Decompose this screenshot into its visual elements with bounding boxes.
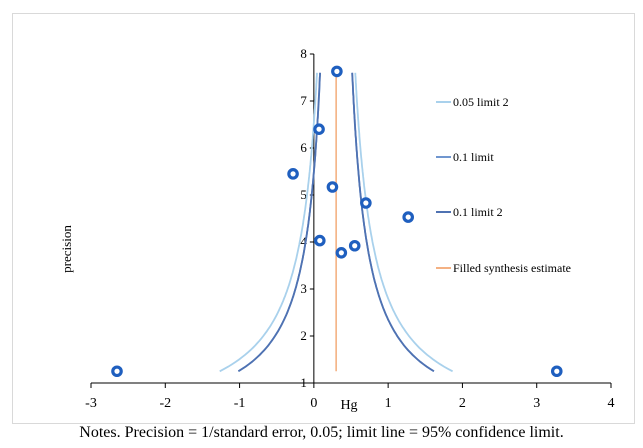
y-tick-label: 6 — [300, 140, 307, 155]
y-ticks: 1 2 3 4 5 6 7 8 — [300, 46, 314, 390]
limit-curve-left — [237, 72, 321, 373]
x-tick-label: 0 — [310, 396, 317, 411]
legend: 0.05 limit 2 0.1 limit 0.1 limit 2 Filled s… — [436, 95, 571, 275]
y-tick-label: 3 — [300, 281, 307, 296]
data-point — [348, 239, 361, 252]
limit-curve-right — [351, 72, 435, 373]
data-points — [111, 65, 563, 378]
y-tick-label: 7 — [300, 93, 307, 108]
legend-label: 0.1 limit — [453, 150, 494, 164]
y-tick-label: 2 — [300, 328, 307, 343]
x-tick-label: -2 — [159, 396, 171, 411]
y-tick-label: 5 — [300, 187, 307, 202]
axes — [91, 54, 611, 384]
x-tick-label: 1 — [385, 396, 392, 411]
x-ticks: -3 -2 -1 0 1 2 3 4 — [85, 383, 615, 411]
x-tick-label: 3 — [533, 396, 540, 411]
legend-label: 0.1 limit 2 — [453, 205, 503, 219]
x-tick-label: 4 — [608, 396, 615, 411]
y-tick-label: 1 — [300, 375, 307, 390]
data-point — [313, 123, 325, 135]
data-point — [550, 365, 563, 378]
data-point — [331, 65, 343, 78]
data-point — [326, 181, 339, 193]
data-point — [360, 197, 372, 209]
data-point — [313, 234, 326, 247]
x-tick-label: 2 — [459, 396, 466, 411]
data-point — [287, 168, 299, 180]
data-point — [111, 365, 123, 378]
limit-curve-left — [219, 72, 318, 373]
y-tick-label: 8 — [300, 46, 307, 61]
data-point — [402, 211, 414, 223]
y-tick-label: 4 — [300, 234, 307, 249]
legend-label: Filled synthesis estimate — [453, 261, 571, 275]
legend-label: 0.05 limit 2 — [453, 95, 509, 109]
figure-note: Notes. Precision = 1/standard error, 0.0… — [79, 424, 564, 441]
x-axis-label: Hg — [340, 398, 357, 413]
limit-curves — [219, 72, 454, 373]
x-tick-label: -1 — [234, 396, 246, 411]
x-tick-label: -3 — [85, 396, 97, 411]
limit-curve-right — [354, 72, 454, 373]
data-point — [335, 247, 348, 259]
y-axis-label: precision — [59, 225, 74, 273]
